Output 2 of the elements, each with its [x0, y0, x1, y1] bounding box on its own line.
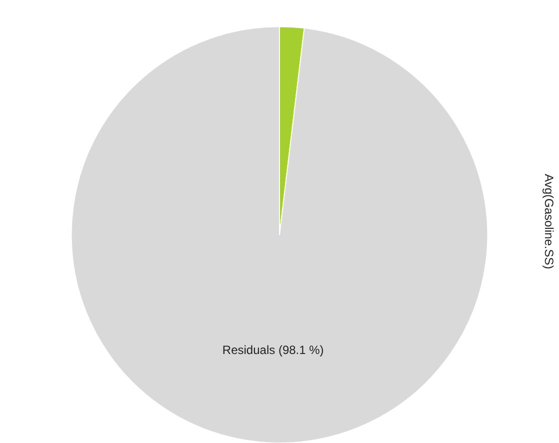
slice-label: Residuals (98.1 %) [222, 342, 324, 357]
text: Avg(Gasoline.SS) [542, 174, 556, 270]
